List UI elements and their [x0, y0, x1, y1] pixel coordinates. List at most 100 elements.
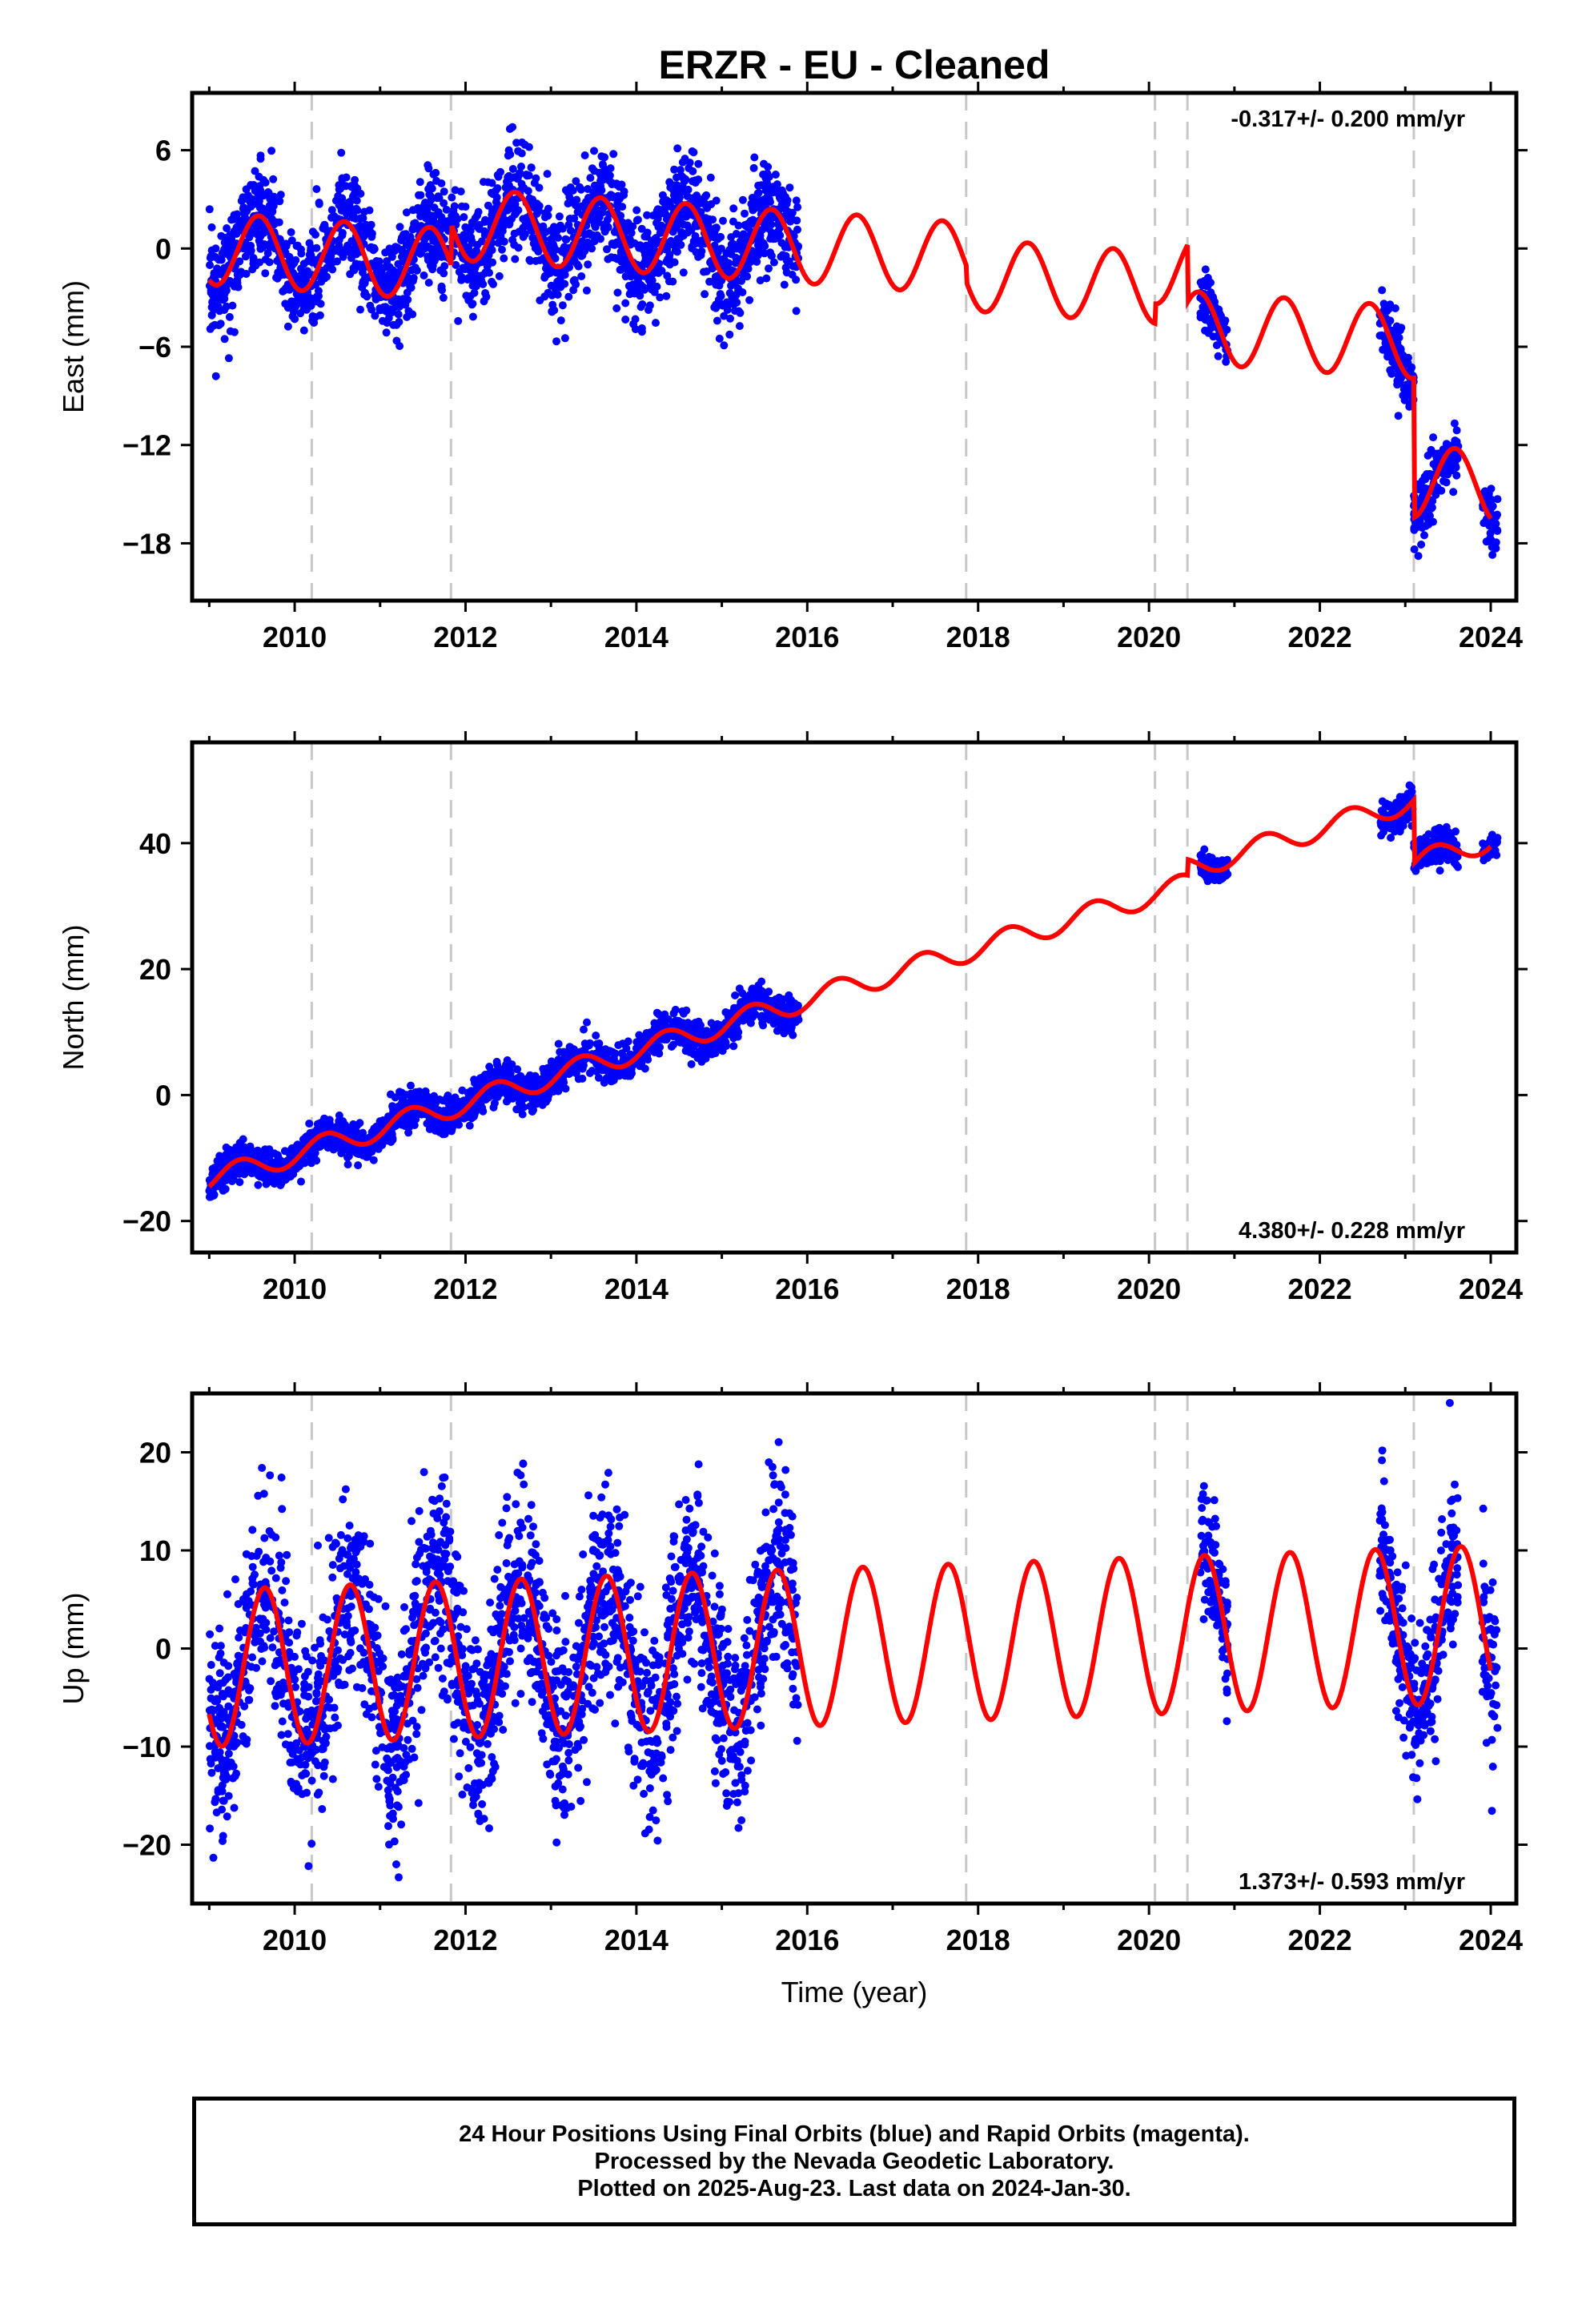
observation-point: [540, 271, 549, 280]
observation-point: [405, 1123, 414, 1132]
observation-point: [452, 1105, 461, 1114]
observation-point: [785, 1001, 793, 1010]
observation-point: [498, 245, 506, 254]
observation-point: [648, 237, 656, 245]
observation-point: [717, 292, 725, 300]
observation-point: [519, 215, 528, 223]
observation-point: [337, 148, 346, 157]
observation-point: [731, 292, 740, 301]
observation-point: [299, 299, 308, 308]
observation-point: [580, 1025, 588, 1034]
x-tick-label: 2012: [433, 621, 497, 653]
observation-point: [742, 1013, 751, 1022]
observation-point: [241, 252, 250, 261]
observation-point: [335, 241, 343, 250]
observation-point: [432, 1096, 440, 1104]
observation-point: [211, 287, 220, 296]
observation-point: [776, 223, 785, 232]
observation-point: [730, 299, 738, 308]
observation-point: [432, 176, 441, 185]
observation-point: [276, 191, 285, 199]
observation-point: [656, 293, 665, 302]
observation-point: [243, 192, 251, 201]
observation-point: [605, 1047, 613, 1055]
observation-point: [600, 220, 608, 229]
observation-point: [488, 207, 496, 215]
observation-point: [637, 224, 646, 233]
observation-point: [222, 246, 231, 255]
observation-point: [323, 1135, 332, 1143]
observation-point: [585, 1039, 594, 1047]
observation-point: [232, 223, 241, 231]
observation-point: [411, 1097, 420, 1105]
observation-point: [635, 283, 644, 292]
observation-point: [223, 224, 231, 232]
observation-point: [624, 219, 632, 227]
observation-point: [353, 1121, 362, 1130]
observation-point: [424, 1100, 432, 1108]
observation-point: [669, 240, 677, 249]
observation-point: [481, 268, 490, 277]
observation-point: [214, 302, 223, 311]
observation-point: [762, 274, 771, 283]
observation-point: [505, 125, 514, 133]
observation-point: [269, 175, 278, 183]
observation-point: [1401, 382, 1410, 391]
observation-point: [725, 259, 733, 267]
observation-point: [661, 210, 670, 219]
observation-point: [569, 286, 578, 295]
x-tick-label: 2010: [263, 621, 327, 653]
observation-point: [371, 291, 380, 300]
observation-point: [506, 150, 515, 159]
observation-point: [211, 372, 220, 380]
observation-point: [584, 260, 592, 269]
observation-point: [614, 1041, 623, 1050]
observation-point: [1197, 312, 1206, 320]
observation-point: [1397, 374, 1405, 383]
observation-point: [1378, 286, 1387, 295]
observation-point: [573, 207, 582, 216]
observation-point: [782, 256, 791, 265]
observation-point: [335, 201, 343, 209]
observation-point: [1421, 484, 1430, 493]
observation-point: [518, 225, 527, 234]
observation-point: [411, 1088, 420, 1096]
observation-point: [355, 260, 363, 269]
observation-point: [566, 1043, 575, 1051]
observation-point: [281, 1176, 290, 1184]
observation-point: [608, 239, 616, 248]
observation-point: [572, 260, 581, 268]
observation-point: [245, 233, 254, 242]
observation-point: [484, 1069, 493, 1078]
observation-point: [657, 221, 665, 230]
observation-point: [217, 254, 226, 263]
observation-point: [369, 1156, 378, 1164]
observation-point: [677, 233, 685, 242]
observation-point: [753, 195, 762, 203]
observation-point: [247, 203, 255, 211]
velocity-rate-label: -0.317+/- 0.200 mm/yr: [1231, 107, 1465, 132]
observation-point: [207, 1188, 215, 1197]
observation-point: [709, 1025, 718, 1034]
observation-point: [661, 245, 670, 254]
observation-point: [754, 246, 763, 254]
panel-north: 2010 2012 2014 2016 2018 2020 2022 202440200−20…: [57, 731, 1528, 1305]
observation-point: [350, 266, 359, 275]
observation-point: [224, 1150, 233, 1159]
observation-point: [713, 234, 721, 242]
observation-point: [363, 292, 371, 301]
observation-point: [404, 307, 413, 316]
observation-point: [706, 226, 715, 235]
observation-point: [330, 212, 339, 220]
observation-point: [263, 1147, 272, 1156]
observation-point: [480, 297, 488, 306]
observation-point: [419, 241, 428, 249]
observation-point: [270, 1180, 279, 1188]
observation-point: [496, 231, 504, 239]
observation-point: [1392, 322, 1401, 331]
observation-point: [397, 1088, 406, 1097]
x-tick-label: 2024: [1459, 621, 1523, 653]
observation-point: [1215, 309, 1224, 318]
observation-point: [775, 193, 784, 202]
observation-point: [287, 228, 295, 236]
